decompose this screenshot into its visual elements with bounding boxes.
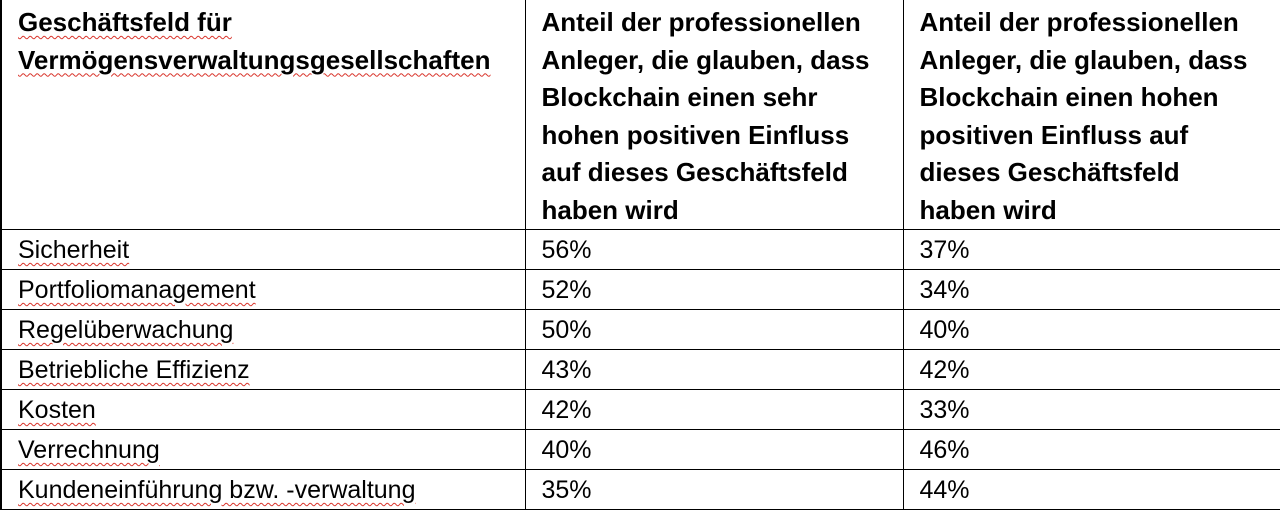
header-very-high-impact: Anteil der professionellen Anleger, die … xyxy=(524,0,904,230)
high-impact-cell: 44% xyxy=(902,469,1280,510)
business-field-cell: Kundeneinführung bzw. -verwaltung xyxy=(0,469,526,510)
table-row: Kundeneinführung bzw. -verwaltung 35% 44… xyxy=(0,469,1280,510)
business-field-cell: Regelüberwachung xyxy=(0,309,526,350)
business-field-label: Kundeneinführung bzw. -verwaltung xyxy=(18,476,416,504)
header-text-line: Anleger, die glauben, dass xyxy=(919,44,1248,75)
table-row: Verrechnung 40% 46% xyxy=(0,429,1280,470)
business-field-cell: Sicherheit xyxy=(0,229,526,270)
table-row: Portfoliomanagement 52% 34% xyxy=(0,269,1280,310)
header-row: Geschäftsfeld für Vermögensverwaltungsge… xyxy=(0,0,1280,230)
header-text-line: dieses Geschäftsfeld xyxy=(919,157,1180,187)
high-impact-cell: 42% xyxy=(902,349,1280,390)
business-field-cell: Portfoliomanagement xyxy=(0,269,526,310)
business-field-cell: Verrechnung xyxy=(0,429,526,470)
very-high-impact-cell: 56% xyxy=(524,229,904,270)
business-field-label: Betriebliche Effizienz xyxy=(18,356,250,384)
header-high-impact: Anteil der professionellen Anleger, die … xyxy=(902,0,1280,230)
very-high-impact-cell: 35% xyxy=(524,469,904,510)
very-high-impact-cell: 43% xyxy=(524,349,904,390)
table-row: Kosten 42% 33% xyxy=(0,389,1280,430)
header-text-line: Blockchain einen hohen xyxy=(919,82,1219,112)
business-field-label: Kosten xyxy=(18,396,96,424)
business-field-cell: Betriebliche Effizienz xyxy=(0,349,526,390)
header-text-line: Anteil der professionellen xyxy=(541,7,861,37)
header-text-line: haben wird xyxy=(919,194,1057,225)
header-text-line: auf dieses Geschäftsfeld xyxy=(541,157,848,187)
very-high-impact-cell: 40% xyxy=(524,429,904,470)
header-text-line: hohen positiven Einfluss xyxy=(541,119,850,150)
business-field-label: Portfoliomanagement xyxy=(18,276,256,304)
business-field-cell: Kosten xyxy=(0,389,526,430)
table-row: Betriebliche Effizienz 43% 42% xyxy=(0,349,1280,390)
business-field-label: Verrechnung xyxy=(18,436,160,464)
header-text-line: Geschäftsfeld für xyxy=(18,7,232,37)
header-text-line: haben wird xyxy=(541,194,679,225)
high-impact-cell: 34% xyxy=(902,269,1280,310)
very-high-impact-cell: 52% xyxy=(524,269,904,310)
table-row: Sicherheit 56% 37% xyxy=(0,229,1280,270)
high-impact-cell: 46% xyxy=(902,429,1280,470)
header-text-line: Anleger, die glauben, dass xyxy=(541,44,870,75)
business-field-label: Sicherheit xyxy=(18,236,130,264)
header-text-line: Anteil der professionellen xyxy=(919,7,1239,37)
very-high-impact-cell: 42% xyxy=(524,389,904,430)
header-business-field: Geschäftsfeld für Vermögensverwaltungsge… xyxy=(0,0,526,230)
high-impact-cell: 33% xyxy=(902,389,1280,430)
header-text-line: positiven Einfluss auf xyxy=(919,119,1189,150)
header-text-line: Vermögensverwaltungsgesellschaften xyxy=(18,44,491,75)
table-row: Regelüberwachung 50% 40% xyxy=(0,309,1280,350)
very-high-impact-cell: 50% xyxy=(524,309,904,350)
high-impact-cell: 40% xyxy=(902,309,1280,350)
business-field-label: Regelüberwachung xyxy=(18,316,234,344)
header-text-line: Blockchain einen sehr xyxy=(541,82,818,112)
high-impact-cell: 37% xyxy=(902,229,1280,270)
